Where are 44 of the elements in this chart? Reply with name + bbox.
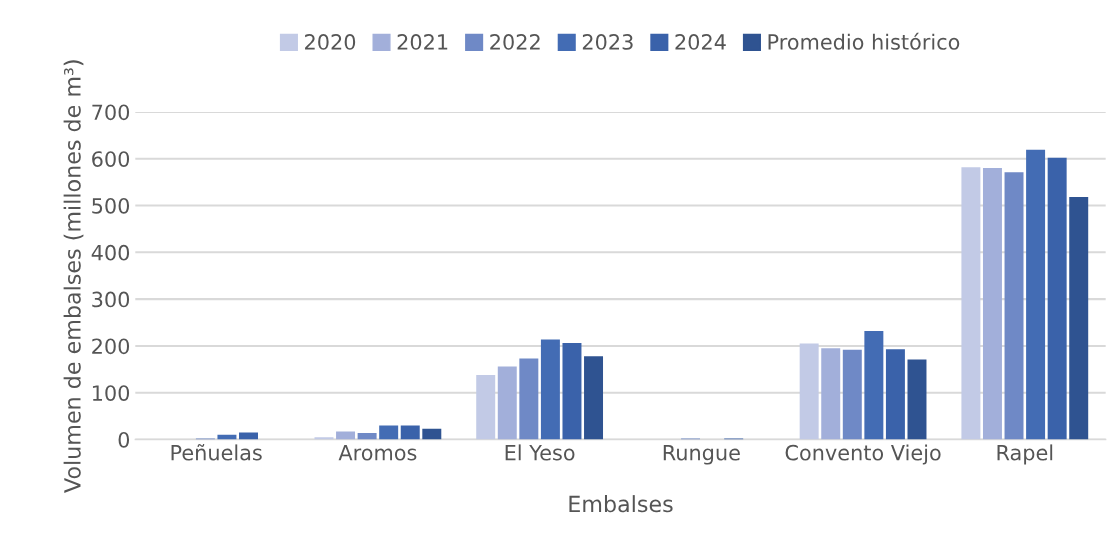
y-tick-label: 300 <box>92 291 130 308</box>
y-axis-title: Volumen de embalses (millones de m³) <box>63 60 84 493</box>
legend-label: 2024 <box>675 34 726 50</box>
bar <box>476 374 496 440</box>
x-tick-label: Aromos <box>338 445 417 461</box>
bar <box>1026 149 1046 440</box>
bar <box>400 425 420 440</box>
bar <box>497 366 517 440</box>
bar <box>540 339 560 440</box>
x-axis-title: Embalses <box>569 495 673 513</box>
y-tick-label: 200 <box>92 338 130 355</box>
y-tick-label: 500 <box>92 197 130 214</box>
bar <box>842 349 862 440</box>
y-tick-label: 700 <box>92 104 130 121</box>
y-tick-label: 400 <box>91 244 130 261</box>
y-tick-label: 100 <box>92 385 130 401</box>
x-tick-label: Convento Viejo <box>785 444 941 465</box>
bar <box>357 432 377 440</box>
legend-label: 2022 <box>490 34 540 50</box>
x-tick-label: El Yeso <box>505 444 575 461</box>
y-tick-label: 0 <box>118 431 130 448</box>
bar <box>821 348 841 440</box>
bar <box>1069 197 1089 440</box>
bar <box>885 349 905 440</box>
bar <box>864 330 884 440</box>
bar <box>379 425 399 440</box>
bar <box>799 343 819 440</box>
y-tick-label: 600 <box>92 151 130 167</box>
bar <box>907 359 927 440</box>
x-tick-label: Peñuelas <box>171 444 262 461</box>
bar <box>1004 172 1024 440</box>
bar <box>1047 157 1067 440</box>
bar <box>562 343 582 440</box>
bar <box>961 167 981 440</box>
bar <box>519 358 539 440</box>
bar <box>422 428 442 440</box>
legend-label: 2021 <box>397 34 448 50</box>
bar <box>584 356 604 440</box>
legend-label: 2020 <box>305 34 356 50</box>
x-tick-label: Rungue <box>663 445 740 465</box>
legend-label: 2023 <box>582 34 633 50</box>
x-tick-label: Rapel <box>997 444 1053 465</box>
bar <box>982 168 1002 440</box>
legend-label: Promedio histórico <box>768 32 960 50</box>
